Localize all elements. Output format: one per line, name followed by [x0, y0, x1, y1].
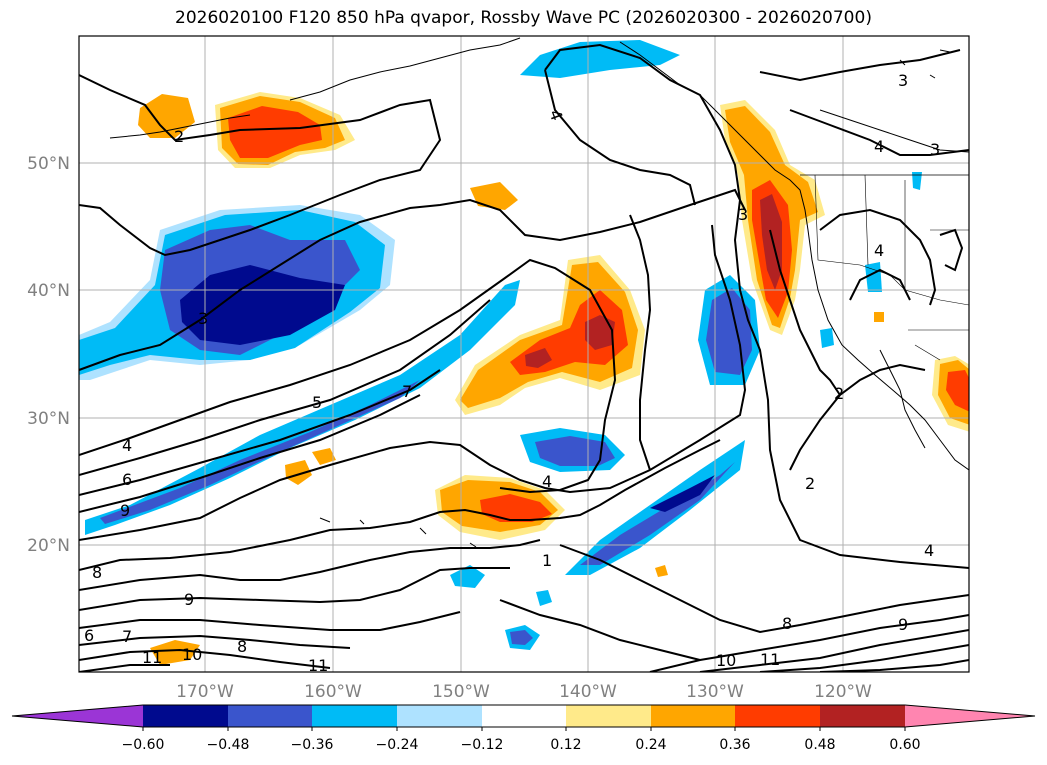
- negative-anomaly-region: [180, 265, 345, 345]
- lat-label: 40°N: [27, 281, 70, 301]
- lon-label: 140°W: [559, 682, 617, 702]
- colorbar-segment: [143, 705, 228, 727]
- contour-label: 3: [198, 309, 208, 328]
- contour-label: 3: [898, 71, 908, 90]
- contour-label: 4: [122, 436, 132, 455]
- lon-label: 120°W: [814, 682, 872, 702]
- positive-anomaly-region: [480, 494, 552, 522]
- positive-anomaly-region: [874, 312, 884, 322]
- contour-label: 9: [184, 590, 194, 609]
- lon-label: 170°W: [176, 682, 234, 702]
- negative-anomaly-region: [536, 590, 552, 606]
- positive-anomaly-region: [470, 182, 518, 210]
- lon-label: 150°W: [432, 682, 490, 702]
- colorbar-tick-label: 0.12: [550, 737, 581, 753]
- positive-anomaly-region: [655, 565, 668, 577]
- colorbar-segment: [12, 705, 143, 727]
- contour-label: 6: [122, 470, 132, 489]
- colorbar-tick-label: 0.60: [889, 737, 920, 753]
- contour-label: 3: [738, 205, 748, 224]
- contour-label: 4: [924, 541, 934, 560]
- colorbar-segment: [312, 705, 397, 727]
- contour-label: 8: [237, 637, 247, 656]
- contour-label: 11: [142, 648, 162, 667]
- positive-anomaly-region: [760, 194, 782, 290]
- colorbar-segment: [566, 705, 651, 727]
- colorbar-tick-label: −0.24: [376, 737, 419, 753]
- plot-frame: [78, 35, 970, 673]
- colorbar-tick-label: −0.60: [122, 737, 165, 753]
- negative-anomaly-region: [650, 475, 715, 512]
- contour-label: 7: [402, 382, 412, 401]
- colorbar: −0.60 −0.48 −0.36 −0.24 −0.12 0.12 0.24 …: [11, 704, 1036, 753]
- contour-label: 2: [834, 384, 844, 403]
- contour-label: 4: [874, 137, 884, 156]
- positive-anomaly-region: [228, 106, 322, 158]
- negative-anomaly-region: [535, 436, 615, 466]
- colorbar-segment: [482, 705, 566, 727]
- colorbar-segment: [735, 705, 820, 727]
- contour-label: 5: [312, 393, 322, 412]
- contour-lines: [79, 43, 969, 672]
- contour-label: 9: [898, 615, 908, 634]
- colorbar-tick-label: −0.12: [461, 737, 504, 753]
- positive-anomaly-region: [150, 640, 200, 665]
- contour-label: 2: [174, 127, 184, 146]
- contour-label: 3: [930, 140, 940, 159]
- contour-label: 11: [760, 650, 780, 669]
- contour-labels: 2 3 4 3 4 3 4 3 5 7 4 6 9 4 1 2 2 8 9 6 …: [84, 71, 940, 675]
- positive-anomaly-region: [525, 348, 552, 368]
- lat-label: 20°N: [27, 536, 70, 556]
- contour-label: 4: [542, 472, 552, 491]
- lat-label: 50°N: [27, 154, 70, 174]
- contour-label: 10: [716, 651, 736, 670]
- latitude-labels: 50°N 40°N 30°N 20°N: [27, 154, 70, 556]
- colorbar-segment: [397, 705, 482, 727]
- contour-label: 4: [874, 241, 884, 260]
- contour-label: 1: [542, 551, 552, 570]
- positive-anomaly-region: [946, 370, 969, 412]
- colorbar-segment: [905, 705, 1035, 727]
- contour-label: 6: [84, 626, 94, 645]
- negative-anomaly-region: [100, 380, 420, 524]
- negative-anomaly-region: [865, 262, 882, 292]
- negative-anomaly-region: [510, 630, 533, 645]
- lon-label: 130°W: [686, 682, 744, 702]
- contour-label: 10: [182, 645, 202, 664]
- positive-anomaly-region: [312, 448, 336, 465]
- colorbar-tick-label: 0.24: [635, 737, 666, 753]
- longitude-labels: 170°W 160°W 150°W 140°W 130°W 120°W: [176, 682, 872, 702]
- colorbar-tick-label: −0.48: [207, 737, 250, 753]
- map-title: 2026020100 F120 850 hPa qvapor, Rossby W…: [175, 8, 872, 28]
- lon-label: 160°W: [304, 682, 362, 702]
- colorbar-segment: [820, 705, 905, 727]
- colorbar-tick-label: 0.48: [804, 737, 835, 753]
- colorbar-tick-label: −0.36: [291, 737, 334, 753]
- positive-anomaly-region: [138, 94, 195, 138]
- negative-anomaly-region: [820, 328, 834, 348]
- contour-label: 8: [92, 563, 102, 582]
- colorbar-segment: [651, 705, 735, 727]
- positive-anomaly-region: [285, 460, 312, 485]
- contour-label: 8: [782, 614, 792, 633]
- negative-anomaly-region: [580, 462, 735, 565]
- lat-label: 30°N: [27, 409, 70, 429]
- negative-anomaly-region: [912, 172, 922, 190]
- colorbar-segment: [228, 705, 312, 727]
- contour-label: 11: [308, 656, 328, 675]
- contour-label: 7: [122, 627, 132, 646]
- negative-anomaly-region: [450, 565, 485, 588]
- contour-label: 9: [120, 501, 130, 520]
- contour-label: 2: [805, 474, 815, 493]
- colorbar-tick-label: 0.36: [719, 737, 750, 753]
